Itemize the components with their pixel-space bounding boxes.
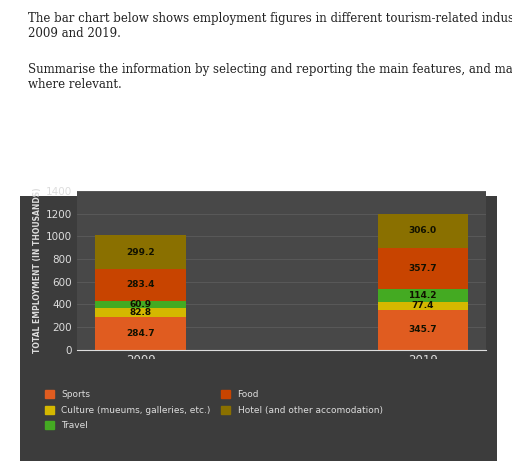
Bar bbox=[377, 248, 468, 289]
Text: 357.7: 357.7 bbox=[409, 264, 437, 273]
Text: 345.7: 345.7 bbox=[409, 325, 437, 335]
Bar bbox=[377, 289, 468, 302]
Bar bbox=[95, 317, 186, 350]
Text: 60.9: 60.9 bbox=[130, 300, 152, 309]
Text: 283.4: 283.4 bbox=[126, 281, 155, 289]
Bar bbox=[95, 308, 186, 317]
Bar bbox=[377, 310, 468, 350]
Bar bbox=[377, 302, 468, 310]
Legend: Sports, Culture (mueums, galleries, etc.), Travel, Food, Hotel (and other accomo: Sports, Culture (mueums, galleries, etc.… bbox=[40, 385, 387, 435]
Bar bbox=[95, 301, 186, 308]
Bar bbox=[95, 269, 186, 301]
Text: The bar chart below shows employment figures in different tourism-related indust: The bar chart below shows employment fig… bbox=[28, 12, 512, 40]
Text: 114.2: 114.2 bbox=[409, 291, 437, 300]
Text: 82.8: 82.8 bbox=[130, 308, 152, 317]
Text: 284.7: 284.7 bbox=[126, 329, 155, 338]
Y-axis label: TOTAL EMPLOYMENT (IN THOUSANDS): TOTAL EMPLOYMENT (IN THOUSANDS) bbox=[33, 187, 41, 353]
Bar bbox=[95, 235, 186, 269]
Text: 306.0: 306.0 bbox=[409, 226, 437, 235]
Text: Summarise the information by selecting and reporting the main features, and make: Summarise the information by selecting a… bbox=[28, 63, 512, 91]
Bar bbox=[377, 213, 468, 248]
Text: 299.2: 299.2 bbox=[126, 247, 155, 256]
Text: 77.4: 77.4 bbox=[412, 302, 434, 310]
